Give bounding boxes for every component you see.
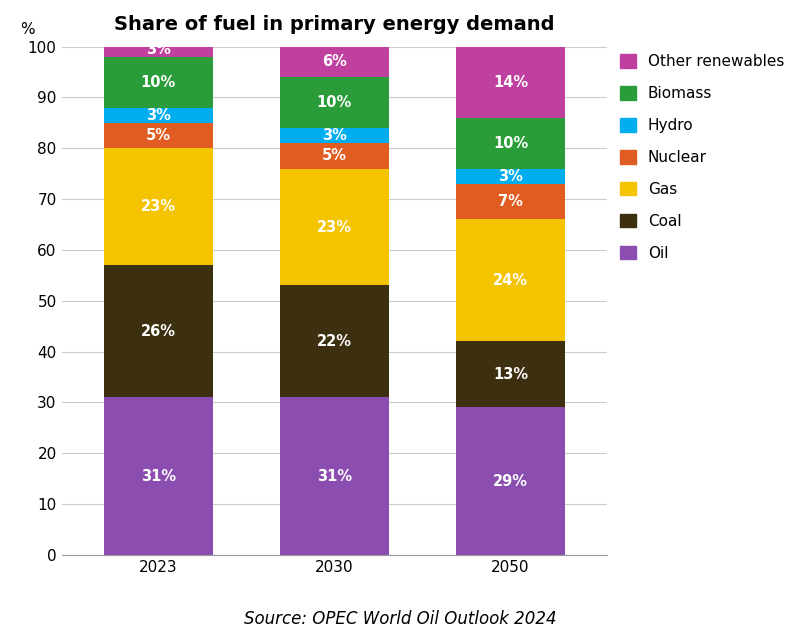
Text: 3%: 3% <box>498 169 523 184</box>
Bar <box>456 341 565 408</box>
Text: Source: OPEC World Oil Outlook 2024: Source: OPEC World Oil Outlook 2024 <box>244 610 556 628</box>
Bar <box>104 57 213 108</box>
Text: 6%: 6% <box>322 55 347 69</box>
Bar <box>456 47 565 118</box>
Legend: Other renewables, Biomass, Hydro, Nuclear, Gas, Coal, Oil: Other renewables, Biomass, Hydro, Nuclea… <box>620 55 784 261</box>
Text: 10%: 10% <box>317 95 352 110</box>
Title: Share of fuel in primary energy demand: Share of fuel in primary energy demand <box>114 15 554 34</box>
Bar <box>456 184 565 219</box>
Text: 10%: 10% <box>493 136 528 151</box>
Bar <box>456 219 565 341</box>
Bar <box>104 108 213 123</box>
Bar <box>104 148 213 265</box>
Text: 3%: 3% <box>146 42 170 56</box>
Bar <box>280 143 389 169</box>
Text: 26%: 26% <box>141 324 176 339</box>
Bar <box>280 47 389 77</box>
Text: 24%: 24% <box>493 273 528 288</box>
Text: 29%: 29% <box>493 474 528 489</box>
Bar <box>456 118 565 169</box>
Text: 31%: 31% <box>317 469 352 484</box>
Bar <box>280 77 389 128</box>
Text: 5%: 5% <box>146 128 171 143</box>
Text: 23%: 23% <box>141 199 176 214</box>
Text: 14%: 14% <box>493 75 528 90</box>
Text: 3%: 3% <box>322 128 347 143</box>
Text: 31%: 31% <box>141 469 176 484</box>
Bar <box>456 169 565 184</box>
Bar <box>280 128 389 143</box>
Bar <box>280 398 389 555</box>
Bar <box>280 169 389 285</box>
Bar <box>104 398 213 555</box>
Bar <box>104 265 213 398</box>
Bar <box>456 408 565 555</box>
Text: 22%: 22% <box>317 334 352 349</box>
Text: 10%: 10% <box>141 75 176 90</box>
Text: 23%: 23% <box>317 219 352 235</box>
Text: 13%: 13% <box>493 367 528 382</box>
Bar <box>104 123 213 148</box>
Bar <box>280 285 389 398</box>
Text: 3%: 3% <box>146 108 170 123</box>
Bar <box>104 42 213 57</box>
Text: %: % <box>21 22 35 37</box>
Text: 7%: 7% <box>498 194 523 209</box>
Text: 5%: 5% <box>322 148 347 164</box>
